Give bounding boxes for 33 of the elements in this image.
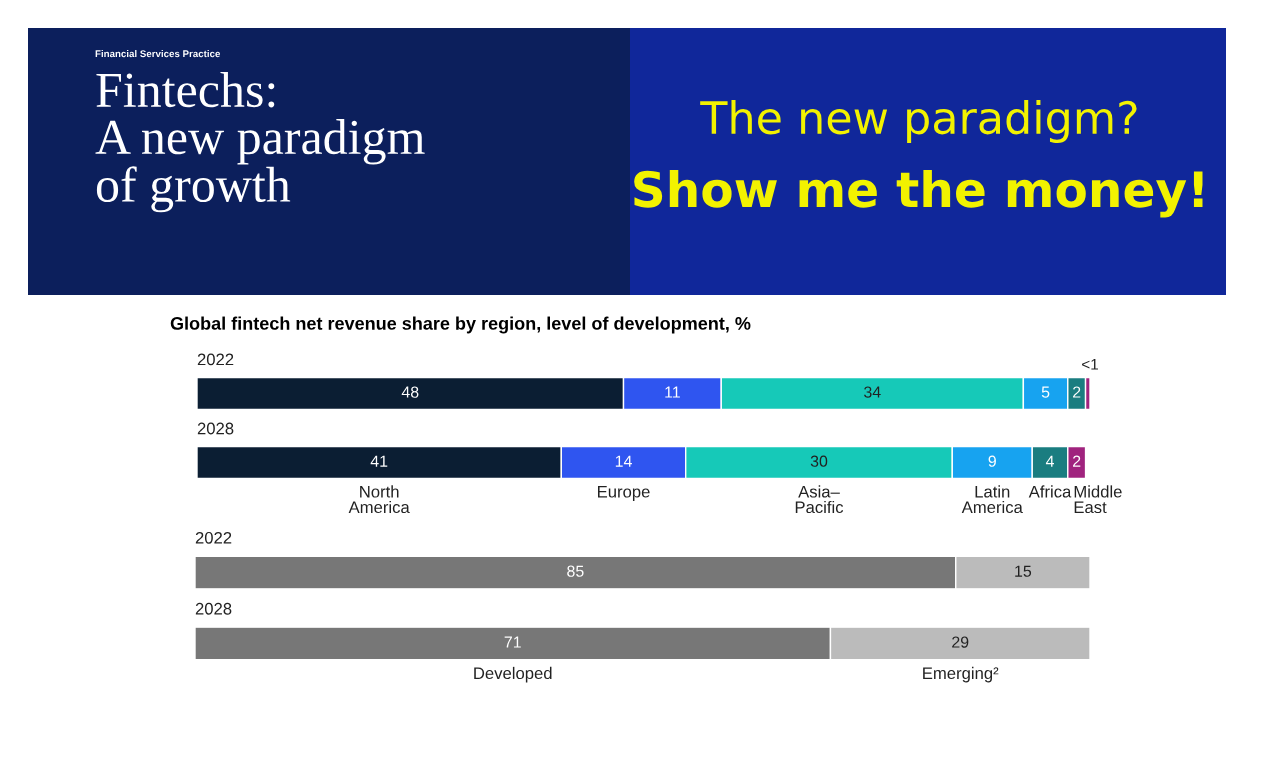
series-label: Europe [598,485,650,501]
data-label: 2 [1073,386,1081,398]
data-label: 14 [615,455,632,467]
y-tick-label: 2028 [195,602,232,615]
data-label: 30 [810,455,828,467]
text: Show me the money! [634,170,1203,218]
series-label: Middle East [1074,485,1122,514]
y-tick-label: 2028 [197,422,234,435]
data-label: 4 [1045,455,1054,467]
data-label: 34 [864,386,881,398]
data-label: 48 [401,386,419,398]
y-tick-label: 2022 [195,531,232,544]
data-label: 71 [504,636,521,648]
text: Fintechs: A new paradigm of growth [95,72,425,213]
text: The new paradigm? [700,100,1137,144]
text: Financial Services Practice [95,50,221,58]
data-label: <1 [1082,359,1098,370]
series-label: Emerging² [923,666,999,683]
chart-title: Global fintech net revenue share by region, level of development, % [170,316,751,334]
data-label: 9 [988,455,996,467]
series-label: Developed [474,666,552,683]
data-label: 2 [1073,455,1081,467]
data-label: 15 [1015,565,1032,577]
data-label: 85 [567,565,584,577]
data-label: 41 [370,455,388,467]
data-label: 29 [952,636,969,648]
y-tick-label: 2022 [197,353,234,366]
data-label: 5 [1041,386,1050,398]
series-label: North America [348,485,410,514]
series-label: Africa [1028,485,1072,498]
series-label: Latin America [961,485,1023,514]
data-label: 11 [665,386,680,398]
series-label: Asia– Pacific [795,485,844,514]
